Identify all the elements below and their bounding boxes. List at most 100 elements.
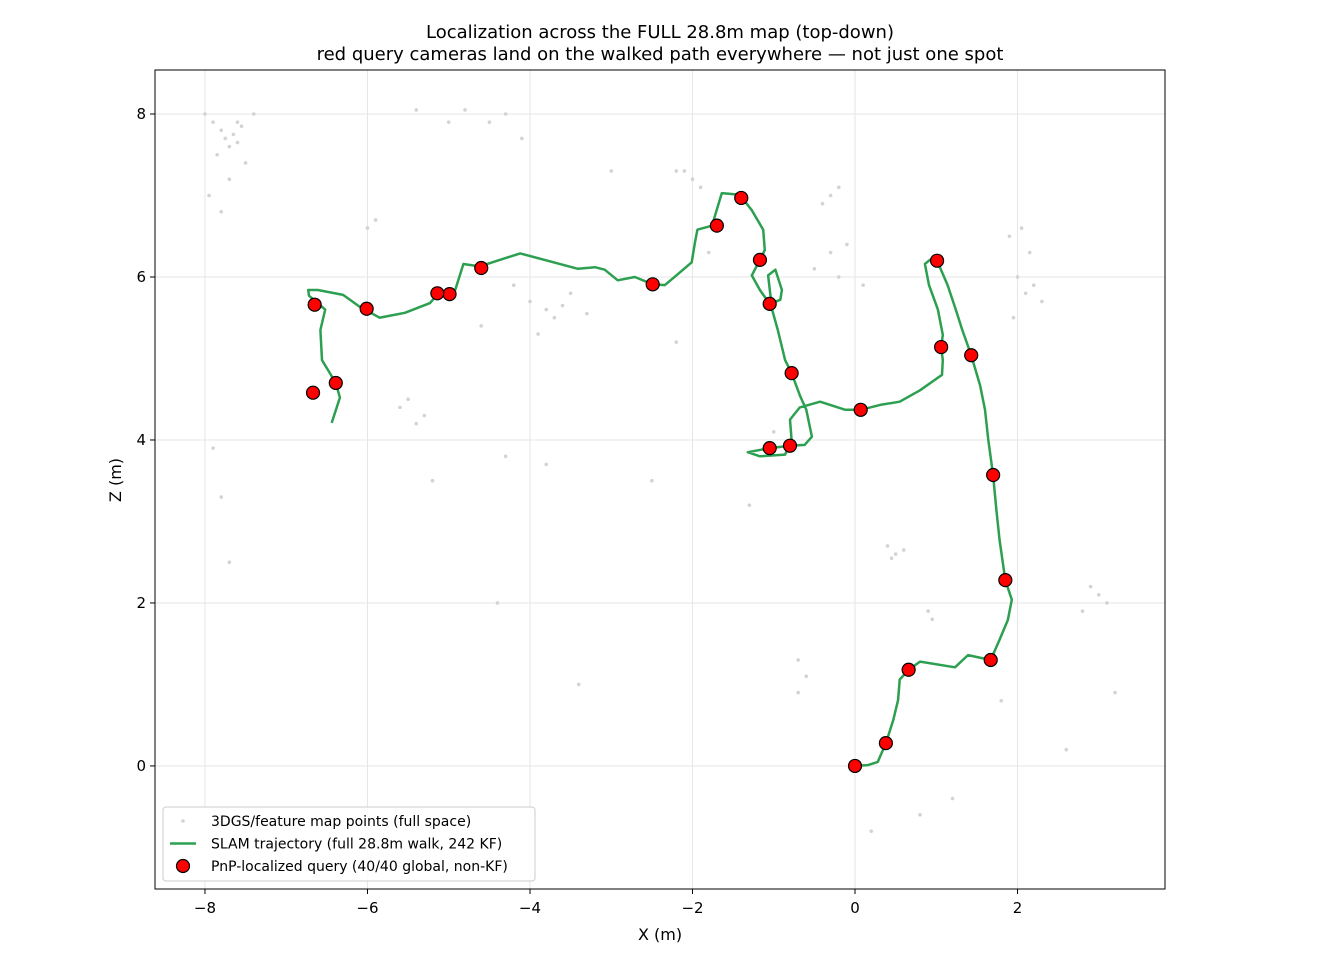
map-point (211, 120, 215, 124)
map-point (706, 250, 711, 255)
map-point (804, 674, 809, 679)
map-point (885, 544, 890, 548)
map-point (219, 128, 224, 133)
query-point (709, 218, 724, 233)
map-point (422, 413, 427, 418)
query-point (986, 467, 1001, 483)
map-point (893, 552, 898, 556)
query-point (782, 438, 798, 453)
x-tick-label: −2 (681, 899, 703, 917)
query-point (442, 287, 457, 302)
map-point (231, 132, 236, 137)
map-point (682, 169, 687, 173)
map-point (552, 315, 557, 320)
query-point (734, 190, 749, 206)
map-point (836, 275, 841, 279)
map-point (1011, 315, 1016, 320)
query-point (929, 253, 945, 268)
query-point (784, 366, 799, 381)
map-point (1007, 234, 1012, 239)
legend-key (175, 858, 191, 874)
query-point (645, 277, 660, 292)
map-point (901, 548, 906, 552)
x-tick-label: −8 (194, 899, 216, 917)
query-point (901, 662, 916, 677)
map-point (235, 140, 240, 145)
map-point (1080, 609, 1085, 613)
map-point (239, 124, 244, 129)
y-tick-label: 6 (136, 268, 146, 286)
map-point (930, 617, 935, 622)
map-point (479, 324, 484, 328)
legend-label: 3DGS/feature map points (full space) (211, 814, 471, 830)
query-point (998, 573, 1013, 588)
x-tick-label: −4 (519, 899, 541, 917)
map-point (251, 112, 256, 116)
map-point (495, 601, 500, 605)
x-tick-label: 2 (1013, 899, 1023, 917)
map-point (796, 690, 800, 695)
y-tick-label: 8 (136, 105, 146, 123)
legend: 3DGS/feature map points (full space) SLAM… (162, 806, 536, 882)
map-point (1088, 584, 1093, 589)
map-point (1027, 250, 1032, 255)
map-point (414, 421, 419, 426)
query-point (878, 736, 893, 751)
map-point (820, 201, 825, 206)
map-point (828, 193, 833, 198)
map-point (227, 560, 232, 565)
map-point (398, 405, 402, 410)
map-point (747, 503, 752, 507)
map-point (828, 250, 833, 255)
map-point (544, 462, 549, 467)
map-point (227, 177, 232, 181)
map-point (869, 829, 874, 833)
map-point (414, 108, 419, 112)
map-point (812, 267, 817, 271)
map-point (1015, 275, 1020, 279)
map-point (219, 495, 224, 499)
map-point (861, 283, 865, 287)
legend-label: PnP-localized query (40/40 global, non-K… (211, 859, 508, 875)
map-point (211, 446, 215, 450)
map-point (503, 454, 508, 459)
map-point (446, 120, 451, 124)
map-point (219, 209, 224, 214)
y-tick-label: 2 (136, 594, 146, 612)
map-point (926, 609, 930, 613)
map-point (576, 682, 581, 687)
map-point (698, 185, 703, 190)
map-point (223, 136, 228, 141)
query-point (964, 348, 979, 363)
map-point (487, 120, 492, 124)
map-point (674, 169, 679, 173)
map-point (463, 108, 467, 112)
map-point (235, 120, 240, 124)
map-point (536, 332, 540, 336)
map-point (1096, 593, 1101, 597)
map-point (406, 397, 410, 402)
map-point (520, 136, 524, 141)
x-axis-label: X (m) (638, 925, 682, 944)
map-point (203, 112, 207, 116)
map-point (544, 307, 549, 312)
x-tick-label: 0 (850, 899, 860, 917)
query-point (847, 758, 863, 774)
x-tick-label: −6 (356, 899, 378, 917)
map-point (918, 813, 922, 817)
map-point (674, 340, 679, 344)
query-point (934, 339, 949, 355)
map-point (1040, 299, 1044, 304)
map-point (950, 796, 955, 801)
query-point (752, 252, 768, 267)
query-point (359, 301, 374, 316)
map-point (796, 658, 800, 662)
query-point (430, 286, 445, 301)
map-point (207, 193, 211, 198)
y-axis-label: Z (m) (106, 458, 125, 502)
legend-key (181, 819, 185, 823)
query-point (307, 297, 322, 312)
trajectory-line (306, 191, 1014, 768)
